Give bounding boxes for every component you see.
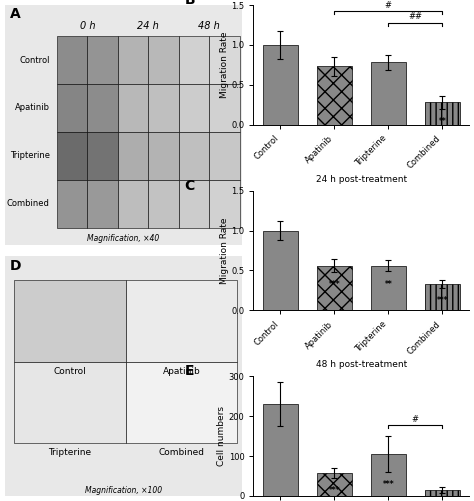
Bar	[210, 132, 240, 180]
Bar	[148, 84, 179, 132]
Bar	[371, 266, 406, 311]
Text: Tripterine: Tripterine	[48, 448, 91, 457]
Bar	[148, 36, 179, 84]
Text: #: #	[385, 1, 392, 10]
Bar	[118, 132, 148, 180]
Text: **: **	[384, 280, 392, 289]
Text: C: C	[184, 179, 195, 193]
Text: Control: Control	[54, 367, 86, 376]
Text: Combined: Combined	[7, 199, 50, 208]
Bar	[179, 36, 210, 84]
Bar	[317, 473, 352, 496]
Bar	[263, 230, 298, 311]
Bar	[57, 180, 87, 228]
Text: Magnification, ×40: Magnification, ×40	[87, 234, 160, 243]
Bar	[210, 36, 240, 84]
Text: **: **	[438, 117, 446, 126]
Bar	[14, 362, 126, 443]
Bar	[87, 84, 118, 132]
Bar	[14, 281, 126, 362]
Text: 48 h: 48 h	[199, 22, 220, 32]
Y-axis label: Cell numbers: Cell numbers	[217, 406, 226, 466]
Text: ***: ***	[437, 297, 448, 306]
Bar	[57, 36, 87, 84]
Text: D: D	[9, 259, 21, 273]
Text: E: E	[184, 364, 194, 378]
Bar	[126, 362, 237, 443]
Text: ***: ***	[383, 480, 394, 489]
Bar	[263, 404, 298, 496]
Bar	[371, 63, 406, 125]
Text: #: #	[412, 415, 419, 424]
Text: ***: ***	[328, 281, 340, 290]
Bar	[57, 84, 87, 132]
Text: ***: ***	[328, 486, 340, 495]
Bar	[118, 84, 148, 132]
Bar	[371, 454, 406, 496]
X-axis label: 48 h post-treatment: 48 h post-treatment	[316, 360, 407, 369]
Bar	[317, 266, 352, 311]
Bar	[87, 132, 118, 180]
Bar	[179, 84, 210, 132]
Bar	[118, 36, 148, 84]
Y-axis label: Migration Rate: Migration Rate	[219, 32, 228, 98]
Text: Magnification, ×100: Magnification, ×100	[85, 486, 162, 495]
Text: 0 h: 0 h	[80, 22, 95, 32]
Bar	[179, 180, 210, 228]
Text: A: A	[9, 8, 20, 22]
Text: Combined: Combined	[159, 448, 205, 457]
Text: Apatinib: Apatinib	[15, 104, 50, 113]
Bar	[425, 490, 460, 496]
Bar	[210, 180, 240, 228]
Text: 24 h: 24 h	[137, 22, 159, 32]
Text: ##: ##	[408, 13, 422, 22]
Text: Tripterine: Tripterine	[10, 151, 50, 160]
Bar	[87, 180, 118, 228]
Bar	[57, 132, 87, 180]
Bar	[317, 67, 352, 125]
Bar	[118, 180, 148, 228]
Bar	[126, 281, 237, 362]
Bar	[263, 45, 298, 125]
Bar	[210, 84, 240, 132]
X-axis label: 24 h post-treatment: 24 h post-treatment	[316, 175, 407, 184]
Text: B: B	[184, 0, 195, 7]
Bar	[148, 132, 179, 180]
Y-axis label: Migration Rate: Migration Rate	[219, 217, 228, 284]
Text: Apatinib: Apatinib	[163, 367, 201, 376]
Bar	[87, 36, 118, 84]
Bar	[425, 284, 460, 311]
Bar	[148, 180, 179, 228]
Text: Control: Control	[19, 56, 50, 65]
Bar	[179, 132, 210, 180]
Bar	[425, 102, 460, 125]
